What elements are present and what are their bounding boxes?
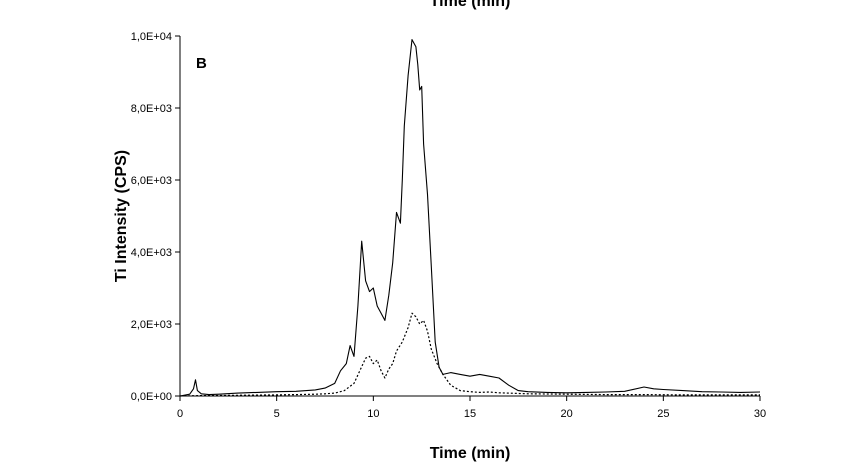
- y-ticks: 0,0E+00 2,0E+03 4,0E+03 6,0E+03 8,0E+03 1,0E+…: [131, 31, 180, 403]
- panel-label: B: [196, 55, 207, 72]
- x-axis-title: Time (min): [430, 445, 511, 462]
- y-tick-label: 4,0E+03: [131, 247, 172, 259]
- y-tick-label: 2,0E+03: [131, 319, 172, 331]
- x-tick-label: 10: [367, 408, 379, 420]
- x-tick-label: 0: [177, 408, 183, 420]
- y-tick-label: 6,0E+03: [131, 175, 172, 187]
- cropped-top-label: Time (min): [430, 0, 511, 10]
- series-line-dotted: [179, 312, 760, 397]
- x-tick-label: 30: [754, 408, 766, 420]
- series-line-solid: [179, 39, 761, 397]
- x-tick-label: 25: [657, 408, 669, 420]
- y-axis-title: Ti Intensity (CPS): [113, 150, 130, 282]
- series-layer: [179, 39, 761, 397]
- y-tick-label: 0,0E+00: [131, 391, 172, 403]
- x-tick-label: 15: [464, 408, 476, 420]
- x-tick-label: 20: [561, 408, 573, 420]
- y-tick-label: 8,0E+03: [131, 103, 172, 115]
- x-ticks: 0 5 10 15 20 25 30: [177, 396, 766, 420]
- y-tick-label: 1,0E+04: [131, 31, 172, 43]
- x-tick-label: 5: [274, 408, 280, 420]
